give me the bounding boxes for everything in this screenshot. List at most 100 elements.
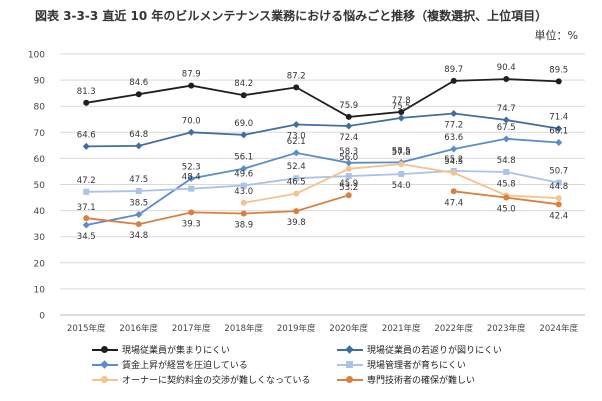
data-label: 55.2 [444, 155, 463, 165]
data-point [240, 199, 247, 206]
chart-title: 図表 3-3-3 直近 10 年のビルメンテナンス業務における悩みごと推移（複数… [35, 9, 548, 23]
data-label: 43.0 [234, 187, 253, 197]
y-tick-label: 90 [34, 77, 46, 87]
legend-swatch [92, 375, 118, 385]
data-point [135, 91, 142, 98]
data-point [450, 169, 457, 176]
x-tick-label: 2015年度 [67, 323, 106, 334]
data-label: 73.0 [287, 131, 306, 141]
data-point [502, 116, 510, 124]
unit-label: 単位：% [534, 29, 578, 42]
data-label: 49.6 [234, 170, 253, 180]
data-point [293, 175, 300, 182]
legend-item: 現場従業員が集まりにくい [92, 343, 230, 356]
data-point [555, 195, 562, 202]
x-tick-label: 2017年度 [172, 323, 211, 334]
data-point [345, 159, 353, 167]
data-point [292, 120, 300, 128]
legend-item: 賃金上昇が経営を圧迫している [92, 358, 248, 371]
data-label: 57.8 [392, 148, 411, 158]
data-label: 84.2 [234, 79, 253, 89]
y-tick-label: 0 [39, 312, 45, 322]
data-label: 62.1 [287, 137, 306, 147]
data-label: 69.0 [234, 119, 253, 129]
data-label: 50.7 [549, 167, 568, 177]
data-point [240, 182, 247, 189]
data-label: 53.2 [339, 183, 358, 193]
data-label: 81.3 [77, 87, 96, 97]
data-point [345, 113, 352, 120]
data-label: 45.9 [339, 179, 358, 189]
y-tick-label: 70 [34, 129, 46, 139]
legend-swatch [92, 345, 118, 355]
x-tick-label: 2018年度 [224, 323, 263, 334]
data-label: 90.4 [497, 63, 516, 73]
data-point [450, 145, 458, 153]
data-point [240, 165, 248, 173]
data-point [292, 149, 300, 157]
data-point [555, 179, 562, 186]
data-label: 47.5 [129, 175, 148, 185]
data-point [293, 84, 300, 91]
data-label: 47.2 [77, 176, 96, 186]
data-point [83, 215, 90, 222]
data-point [240, 131, 248, 139]
data-label: 44.8 [549, 182, 568, 192]
y-tick-label: 50 [34, 181, 46, 191]
data-label: 74.7 [497, 104, 516, 114]
data-point [555, 201, 562, 208]
data-label: 87.9 [182, 70, 201, 80]
data-point [555, 125, 563, 133]
data-label: 64.8 [129, 130, 148, 140]
data-point [240, 92, 247, 99]
data-label: 39.8 [287, 218, 306, 228]
x-tick-label: 2023年度 [487, 323, 526, 334]
x-tick-label: 2019年度 [277, 323, 316, 334]
legend-item: 現場従業員の若返りが図りにくい [337, 343, 502, 356]
data-point [82, 221, 90, 229]
data-label: 34.8 [129, 231, 148, 241]
data-point [83, 99, 90, 106]
data-point [398, 161, 405, 168]
data-point [345, 122, 353, 130]
data-label: 54.8 [497, 156, 516, 166]
legend-label: オーナーに契約料金の交渉が難しくなっている [122, 376, 311, 386]
data-point [135, 142, 143, 150]
data-point [397, 114, 405, 122]
data-label: 72.4 [339, 133, 358, 143]
data-point [293, 190, 300, 197]
data-label: 42.4 [549, 211, 568, 221]
data-point [450, 77, 457, 84]
y-tick-label: 30 [34, 233, 46, 243]
data-point [188, 185, 195, 192]
data-point [555, 138, 563, 146]
legend-swatch [337, 344, 363, 355]
data-label: 87.2 [287, 71, 306, 81]
data-point [503, 194, 510, 201]
data-label: 89.7 [444, 65, 463, 75]
data-label: 67.5 [497, 123, 516, 133]
data-label: 75.5 [392, 102, 411, 112]
data-label: 77.8 [392, 96, 411, 106]
data-point [555, 78, 562, 85]
data-label: 71.4 [549, 113, 568, 123]
data-point [398, 171, 405, 178]
data-point [345, 165, 352, 172]
y-tick-label: 80 [34, 103, 46, 113]
data-label: 58.3 [339, 147, 358, 157]
data-point [503, 76, 510, 83]
series-line [86, 169, 559, 193]
x-tick-label: 2016年度 [119, 323, 158, 334]
legend-swatch [337, 360, 363, 370]
data-point [345, 192, 352, 199]
series-line [86, 112, 559, 148]
data-label: 38.9 [234, 220, 253, 230]
data-label: 70.0 [182, 116, 201, 126]
data-point [450, 110, 458, 118]
legend-label: 専門技術者の確保が難しい [367, 376, 476, 386]
y-tick-label: 60 [34, 155, 46, 165]
data-point [135, 221, 142, 228]
data-point [135, 211, 143, 219]
legend-item: オーナーに契約料金の交渉が難しくなっている [92, 373, 311, 386]
data-label: 48.4 [182, 173, 201, 183]
